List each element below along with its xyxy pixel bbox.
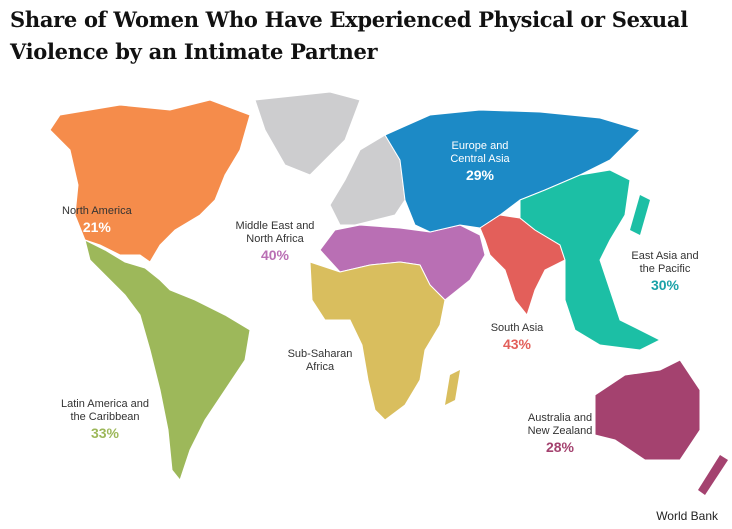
map-title: Share of Women Who Have Experienced Phys… bbox=[10, 7, 688, 64]
label-europe-central-asia: Europe and Central Asia 29% bbox=[440, 140, 520, 184]
region-new-zealand bbox=[698, 455, 728, 495]
region-value: 29% bbox=[465, 167, 495, 183]
region-name: Australia and New Zealand bbox=[527, 412, 593, 437]
region-value: 21% bbox=[82, 219, 111, 235]
region-latin-america bbox=[84, 239, 251, 482]
label-east-asia-pacific: East Asia and the Pacific 30% bbox=[625, 250, 705, 294]
region-name: East Asia and the Pacific bbox=[631, 250, 699, 275]
label-sub-saharan-africa: Sub-Saharan Africa 40% bbox=[285, 348, 355, 392]
region-east-asia-pacific bbox=[519, 169, 662, 351]
source-credit: World Bank bbox=[656, 509, 718, 523]
region-madagascar bbox=[445, 370, 460, 405]
label-mena: Middle East and North Africa 40% bbox=[225, 220, 325, 264]
region-japan bbox=[630, 195, 650, 235]
region-name: Latin America and the Caribbean bbox=[60, 398, 150, 423]
region-name: Sub-Saharan Africa bbox=[287, 348, 353, 373]
label-south-asia: South Asia 43% bbox=[482, 322, 552, 353]
region-name: Middle East and North Africa bbox=[235, 220, 315, 245]
label-latin-america: Latin America and the Caribbean 33% bbox=[60, 398, 150, 442]
region-australia-nz bbox=[594, 359, 701, 461]
region-name: North America bbox=[62, 205, 132, 217]
region-greenland bbox=[254, 91, 361, 176]
region-value: 43% bbox=[502, 336, 532, 352]
region-value: 40% bbox=[305, 375, 335, 391]
region-value: 28% bbox=[545, 439, 575, 455]
region-sub-saharan-africa bbox=[309, 261, 446, 421]
region-value: 40% bbox=[260, 247, 290, 263]
region-name: South Asia bbox=[490, 322, 544, 334]
region-north-america bbox=[49, 99, 251, 263]
label-australia-nz: Australia and New Zealand 28% bbox=[520, 412, 600, 456]
region-value: 30% bbox=[650, 277, 680, 293]
region-name: Europe and Central Asia bbox=[450, 140, 510, 165]
label-north-america: North America 21% bbox=[62, 205, 132, 236]
region-value: 33% bbox=[90, 425, 120, 441]
